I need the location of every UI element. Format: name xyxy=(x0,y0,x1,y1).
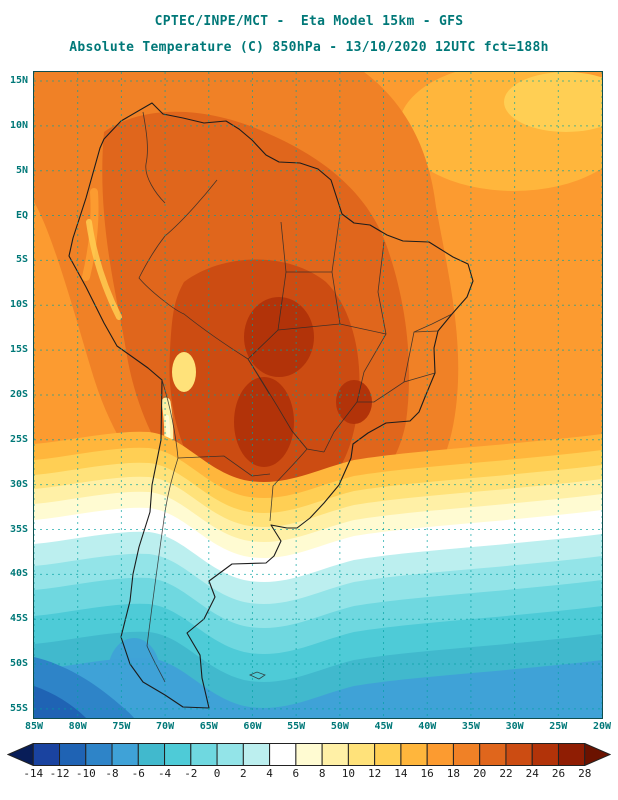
colorbar-cell xyxy=(269,743,297,766)
colorbar-cell xyxy=(452,743,481,766)
colorbar-tick-label: 4 xyxy=(266,767,273,780)
colorbar-canvas xyxy=(6,742,612,767)
colorbar-tick-label: -6 xyxy=(131,767,145,780)
field-cold-coast xyxy=(108,638,160,706)
lat-tick-label: 25S xyxy=(9,433,28,445)
lon-tick-label: 35W xyxy=(461,721,480,732)
colorbar-tick-label: 6 xyxy=(292,767,300,780)
lat-tick-label: 55S xyxy=(9,702,28,714)
colorbar-cell xyxy=(164,743,192,766)
colorbar-cell xyxy=(347,743,376,766)
colorbar-cell xyxy=(400,743,428,766)
colorbar-tick-label: -10 xyxy=(75,767,96,780)
colorbar-cell xyxy=(242,743,271,766)
colorbar-cell xyxy=(557,743,586,766)
temperature-map xyxy=(34,72,602,718)
colorbar-tick-label: 22 xyxy=(499,767,513,780)
lon-axis: 85W 80W 75W 70W 65W 60W 55W 50W 45W 40W 35W 30W 25W 2… xyxy=(25,718,611,734)
lon-tick-label: 55W xyxy=(287,721,306,732)
colorbar-tick-label: 18 xyxy=(446,767,461,780)
lat-axis: 15N 10N 5N EQ 5S 10S 15S 20S 25S 30S 35S 40S 45S 50S 5… xyxy=(1,72,31,718)
colorbar-cell xyxy=(216,743,244,766)
field-peru-coast-cool xyxy=(86,219,122,320)
lon-tick-label: 40W xyxy=(418,721,437,732)
field-hot-spot xyxy=(244,297,314,377)
colorbar-cell xyxy=(137,743,166,766)
colorbar-cell xyxy=(59,743,87,766)
lon-tick-label: 65W xyxy=(199,721,218,732)
falkland-islands xyxy=(249,671,266,680)
colorbar-tick-label: 24 xyxy=(525,767,539,780)
lon-tick-label: 70W xyxy=(156,721,175,732)
lat-tick-label: 50S xyxy=(9,658,28,670)
lat-tick-label: 5N xyxy=(15,164,28,176)
colorbar-tick-label: 12 xyxy=(368,767,382,780)
colorbar-cell xyxy=(321,743,349,766)
colorbar-cell xyxy=(295,743,323,766)
colorbar-cell xyxy=(32,743,61,766)
lon-tick-label: 25W xyxy=(549,721,568,732)
title-line-1: CPTEC/INPE/MCT - Eta Model 15km - GFS xyxy=(154,14,464,29)
lat-tick-label: EQ xyxy=(15,209,28,221)
title-line-2: Absolute Temperature (C) 850hPa - 13/10/… xyxy=(69,40,549,55)
lon-tick-label: 60W xyxy=(243,721,262,732)
field-hot-spot xyxy=(336,380,372,424)
colorbar-tick-label: 28 xyxy=(578,767,592,780)
colorbar-tick-label: -14 xyxy=(23,767,44,780)
colorbar-tick-label: -12 xyxy=(49,767,70,780)
colorbar-tick-label: -8 xyxy=(105,767,119,780)
lat-tick-label: 5S xyxy=(15,254,28,266)
lon-tick-label: 20W xyxy=(592,721,612,732)
lon-tick-label: 80W xyxy=(68,721,87,732)
field-ne-lighter xyxy=(504,72,602,132)
lon-tick-label: 45W xyxy=(374,721,393,732)
colorbar-labels: -14 -12 -10 -8 -6 -4 -2 0 2 4 6 8 10 12 14 16 18 20 22 24 26… xyxy=(7,767,611,782)
colorbar-tick-label: 8 xyxy=(318,767,326,780)
colorbar-arrow-left xyxy=(6,742,34,767)
colorbar-arrow-right xyxy=(584,742,612,767)
lat-tick-label: 15N xyxy=(9,75,28,86)
colorbar-cell xyxy=(85,743,113,766)
colorbar-tick-label: 0 xyxy=(213,767,221,780)
lat-tick-label: 15S xyxy=(9,344,28,356)
colorbar-cell xyxy=(531,743,559,766)
colorbar-tick-label: 16 xyxy=(420,767,434,780)
lat-tick-label: 10S xyxy=(9,299,28,311)
lat-tick-label: 30S xyxy=(9,478,28,490)
colorbar-tick-label: 14 xyxy=(394,767,408,780)
header: CPTEC/INPE/MCT - Eta Model 15km - GFS Ab… xyxy=(0,0,618,61)
lon-tick-label: 75W xyxy=(112,721,131,732)
lat-tick-label: 35S xyxy=(9,523,28,535)
lat-tick-label: 40S xyxy=(9,568,28,580)
lat-tick-label: 20S xyxy=(9,388,28,400)
colorbar-tick-label: -2 xyxy=(184,767,198,780)
country-borders xyxy=(138,111,453,683)
colorbar-cell xyxy=(374,743,402,766)
colorbar-cell xyxy=(505,743,533,766)
field-hot-spot xyxy=(234,377,294,467)
colorbar-tick-label: 10 xyxy=(341,767,356,780)
lat-tick-label: 45S xyxy=(9,613,28,625)
lat-tick-label: 10N xyxy=(9,119,28,131)
field-coldest-sw xyxy=(34,686,86,718)
colorbar-tick-label: 20 xyxy=(473,767,487,780)
colorbar-tick-label: 2 xyxy=(240,767,247,780)
lon-tick-label: 30W xyxy=(505,721,524,732)
grid-overlay xyxy=(34,72,602,718)
colorbar xyxy=(6,742,612,767)
field-altiplano-cool xyxy=(172,352,196,392)
lon-tick-label: 50W xyxy=(330,721,349,732)
colorbar-cell xyxy=(479,743,507,766)
colorbar-cell xyxy=(111,743,139,766)
colorbar-tick-label: 26 xyxy=(551,767,566,780)
colorbar-tick-label: -4 xyxy=(157,767,172,780)
colorbar-cell xyxy=(426,743,454,766)
map-frame: 15N 10N 5N EQ 5S 10S 15S 20S 25S 30S 35S 40S 45S 50S 5… xyxy=(10,71,611,732)
colorbar-cell xyxy=(190,743,218,766)
lon-tick-label: 85W xyxy=(24,721,44,732)
